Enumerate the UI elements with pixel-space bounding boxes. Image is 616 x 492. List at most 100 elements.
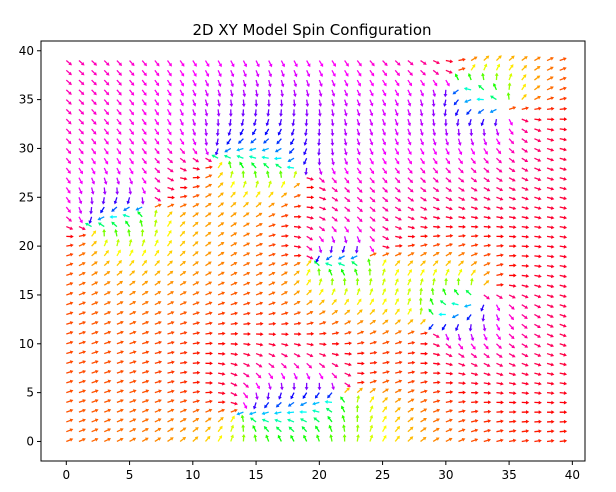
spin-arrow [141,280,149,286]
arrow-layer [65,55,568,443]
spin-arrow [103,167,108,175]
spin-arrow [559,137,568,142]
spin-arrow [243,352,251,357]
spin-arrow [492,82,498,91]
spin-arrow [205,261,212,267]
spin-arrow [217,435,223,442]
spin-arrow [179,291,187,296]
spin-arrow [344,79,349,87]
spin-arrow [483,438,491,443]
spin-arrow [167,195,175,200]
spin-arrow [141,270,148,276]
spin-arrow [394,288,399,296]
spin-arrow [445,186,453,192]
spin-arrow [179,212,187,218]
spin-arrow [356,157,361,165]
spin-arrow [78,418,86,423]
spin-arrow [432,167,439,174]
spin-arrow [312,401,320,406]
spin-arrow [65,60,73,66]
spin-arrow [204,70,210,77]
spin-arrow [458,186,465,192]
spin-arrow [369,235,375,243]
spin-arrow [508,343,516,349]
spin-arrow [224,147,232,153]
spin-arrow [395,360,403,365]
spin-arrow [192,221,199,228]
spin-arrow [179,79,184,87]
spin-arrow [458,234,466,238]
spin-arrow [534,244,542,249]
spin-arrow [325,255,333,261]
spin-arrow [496,294,503,299]
spin-arrow [420,417,427,423]
spin-arrow [281,224,289,228]
spin-arrow [192,241,199,247]
spin-arrow [467,73,472,81]
spin-arrow [432,186,440,192]
spin-arrow [534,400,542,405]
spin-arrow [395,379,403,384]
spin-arrow [483,262,491,267]
spin-arrow [431,109,436,117]
spin-arrow [180,176,188,181]
spin-arrow [192,60,197,67]
spin-arrow [166,109,172,116]
spin-arrow [355,404,360,413]
spin-arrow [103,128,109,135]
spin-arrow [496,167,503,173]
spin-arrow [407,398,415,403]
spin-arrow [243,301,251,306]
spin-arrow [129,79,135,86]
spin-arrow [369,405,374,413]
spin-arrow [546,254,555,259]
spin-arrow [382,226,389,231]
spin-arrow [166,128,172,136]
spin-arrow [281,271,288,276]
spin-arrow [111,206,118,212]
spin-arrow [116,118,122,126]
spin-arrow [192,291,200,296]
spin-arrow [141,437,149,443]
spin-arrow [78,167,83,175]
spin-arrow [217,161,223,169]
spin-arrow [306,70,311,78]
spin-arrow [394,425,401,433]
spin-arrow [281,332,289,337]
spin-arrow [192,427,199,433]
spin-arrow [65,89,72,95]
spin-arrow [319,342,327,347]
spin-arrow [88,216,93,224]
spin-arrow [140,197,145,205]
spin-arrow [242,201,249,208]
spin-arrow [319,186,327,192]
spin-arrow [394,416,401,423]
spin-arrow [192,370,201,375]
spin-arrow [154,370,163,374]
spin-arrow [78,216,83,224]
spin-arrow [217,416,224,423]
spin-arrow [268,362,275,369]
spin-arrow [559,196,567,201]
spin-arrow [559,372,568,376]
spin-arrow [319,331,327,336]
spin-arrow [274,411,282,415]
spin-arrow [546,157,555,162]
spin-arrow [154,177,161,183]
spin-arrow [141,118,147,126]
spin-arrow [466,108,472,116]
spin-arrow [356,387,363,394]
spin-arrow [534,225,542,230]
spin-arrow [331,186,338,193]
spin-arrow [242,79,247,88]
spin-arrow [521,83,526,91]
spin-arrow [546,323,554,328]
spin-arrow [344,157,348,166]
spin-arrow [471,224,479,229]
spin-arrow [559,439,568,443]
spin-arrow [230,408,238,413]
spin-arrow [312,409,320,413]
spin-arrow [66,330,74,335]
spin-arrow [243,242,251,247]
spin-arrow [521,429,530,434]
